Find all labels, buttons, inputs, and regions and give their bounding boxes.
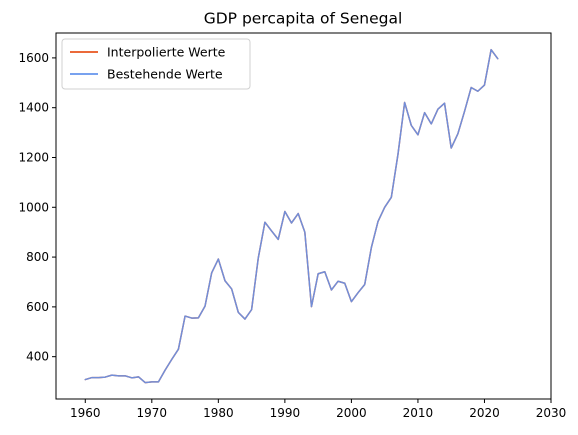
y-tick-label: 1000 [18, 200, 49, 214]
legend-label: Interpolierte Werte [107, 45, 226, 60]
y-tick-label: 1400 [18, 101, 49, 115]
x-tick-label: 1960 [70, 406, 101, 420]
y-tick-label: 1200 [18, 150, 49, 164]
axes-frame [55, 32, 552, 400]
x-tick-label: 2030 [536, 406, 567, 420]
y-tick-label: 800 [26, 250, 49, 264]
x-tick-label: 2020 [469, 406, 500, 420]
legend-label: Bestehende Werte [107, 67, 223, 82]
x-tick-label: 2010 [403, 406, 434, 420]
axes: 1960 1970 1980 1990 2000 2010 2020 2030 400 600 80… [18, 51, 566, 420]
x-tick-label: 1980 [203, 406, 234, 420]
x-tick-label: 1970 [137, 406, 168, 420]
chart-title: GDP percapita of Senegal [204, 10, 403, 28]
legend: Interpolierte Werte Bestehende Werte [61, 38, 251, 90]
legend-box [61, 38, 251, 90]
x-tick-label: 2000 [336, 406, 367, 420]
y-tick-label: 1600 [18, 51, 49, 65]
plot-area [84, 48, 499, 384]
y-tick-label: 600 [26, 300, 49, 314]
y-tick-label: 400 [26, 350, 49, 364]
series-line [84, 48, 499, 384]
x-tick-label: 1990 [270, 406, 301, 420]
